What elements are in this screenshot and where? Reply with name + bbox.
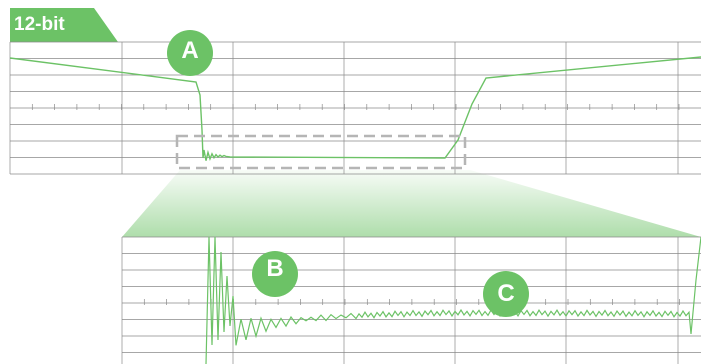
marker-b: B xyxy=(252,251,298,297)
zoom-projection xyxy=(122,170,701,237)
overview-grid xyxy=(9,41,701,175)
zoomed-scope xyxy=(121,236,701,364)
marker-c-circle xyxy=(483,271,529,317)
marker-b-label: B xyxy=(266,255,283,282)
zoomed-scope-background xyxy=(122,237,701,364)
marker-a-label: A xyxy=(181,37,198,64)
zoomed-waveform xyxy=(205,237,701,364)
marker-a: A xyxy=(167,30,213,76)
badge-label: 12-bit xyxy=(14,14,65,35)
marker-a-circle xyxy=(167,30,213,76)
marker-c-label: C xyxy=(497,280,514,307)
marker-b-circle xyxy=(252,251,298,297)
badge-tab-shape xyxy=(10,8,118,42)
overview-waveform xyxy=(10,56,701,161)
marker-c: C xyxy=(483,271,529,317)
zoom-region-box xyxy=(175,134,467,170)
bit-depth-badge: 12-bit xyxy=(10,8,118,42)
overview-scope xyxy=(9,41,701,175)
